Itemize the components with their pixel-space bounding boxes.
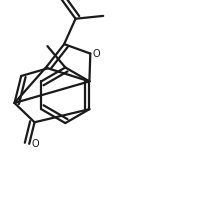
- Text: O: O: [31, 139, 39, 149]
- Text: O: O: [92, 49, 100, 59]
